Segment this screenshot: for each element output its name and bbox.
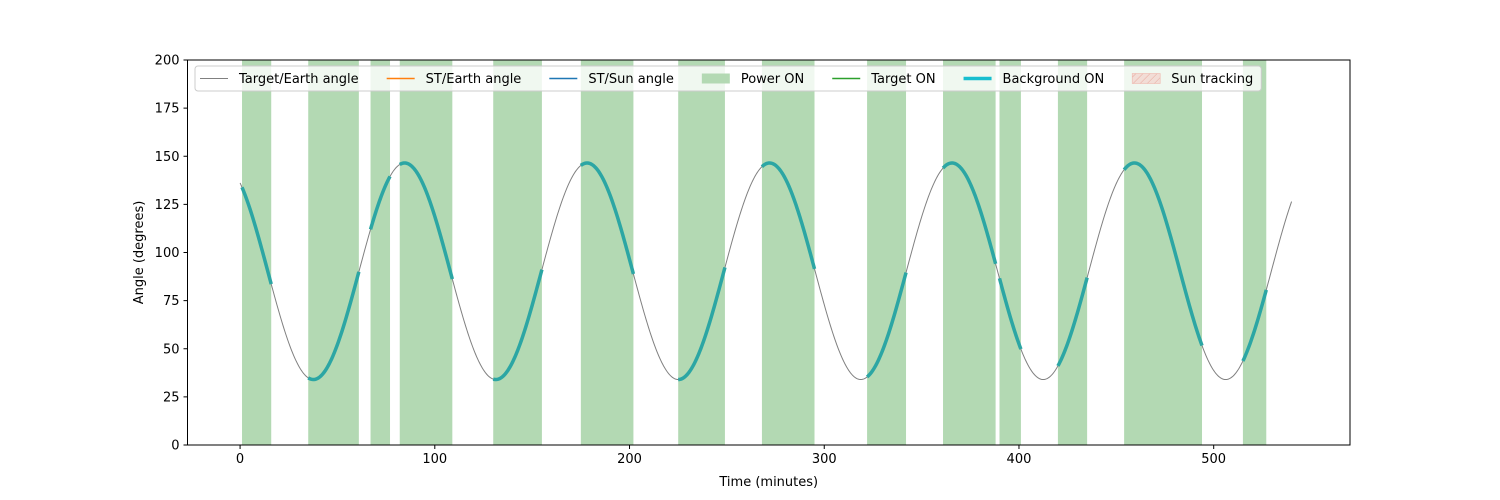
series-layer — [239, 161, 1293, 382]
background-on-segment-6 — [678, 267, 727, 382]
power-on-band-9 — [943, 60, 996, 445]
legend-swatch-power-on — [701, 73, 730, 84]
y-tick-label-150: 150 — [155, 150, 180, 165]
legend-label-power-on: Power ON — [741, 72, 804, 87]
y-tick-label-75: 75 — [163, 294, 180, 309]
power-on-band-13 — [1242, 60, 1267, 445]
power-on-band-6 — [678, 60, 725, 445]
x-tick-label-100: 100 — [422, 452, 447, 467]
background-on-segment-1 — [307, 271, 361, 382]
legend-label-target-on: Target ON — [870, 72, 935, 87]
power-on-band-8 — [867, 60, 907, 445]
power-on-band-12 — [1124, 60, 1203, 445]
power-on-band-0 — [242, 60, 272, 445]
background-on-segment-8 — [865, 272, 908, 379]
y-tick-label-25: 25 — [163, 390, 180, 405]
background-on-segment-2 — [368, 175, 392, 230]
background-on-segment-10 — [997, 277, 1023, 350]
background-on-segment-5 — [579, 161, 636, 275]
legend: Target/Earth angle ST/Earth angle ST/Sun a… — [194, 65, 1262, 92]
background-on-segment-0 — [240, 186, 273, 285]
legend-label-sun-tracking: Sun tracking — [1171, 72, 1253, 87]
power-on-band-11 — [1057, 60, 1088, 445]
background-on-segment-9 — [941, 161, 998, 265]
x-tick-label-300: 300 — [812, 452, 837, 467]
legend-label-st-earth-angle: ST/Earth angle — [426, 72, 522, 87]
x-axis-label: Time (minutes) — [718, 475, 818, 490]
background-on-segment-11 — [1056, 277, 1089, 367]
power-on-band-2 — [370, 60, 391, 445]
y-tick-label-125: 125 — [155, 198, 180, 213]
background-on-segment-13 — [1241, 289, 1268, 362]
y-tick-label-175: 175 — [155, 102, 180, 117]
x-tick-label-200: 200 — [617, 452, 642, 467]
legend-label-background-on: Background ON — [1003, 72, 1105, 87]
power-on-band-1 — [308, 60, 359, 445]
power-on-bands — [242, 60, 1267, 445]
y-axis-label: Angle (degrees) — [132, 201, 147, 305]
x-tick-label-400: 400 — [1007, 452, 1032, 467]
y-tick-label-0: 0 — [171, 439, 179, 454]
y-tick-label-100: 100 — [155, 246, 180, 261]
legend-swatch-sun-tracking — [1131, 73, 1161, 84]
power-on-band-7 — [761, 60, 815, 445]
x-tick-label-500: 500 — [1201, 452, 1226, 467]
y-tick-label-200: 200 — [155, 54, 180, 69]
ticks-layer: 0 100 200 300 400 500 0 25 50 75 100 125 150 175 200 — [155, 54, 1226, 468]
power-on-band-10 — [999, 60, 1021, 445]
background-on-segment-3 — [398, 161, 455, 280]
x-tick-label-0: 0 — [236, 452, 244, 467]
background-on-segment-7 — [760, 161, 817, 270]
power-on-band-4 — [493, 60, 542, 445]
power-on-band-5 — [580, 60, 634, 445]
background-on-segment-12 — [1122, 161, 1204, 347]
y-tick-label-50: 50 — [163, 342, 180, 357]
legend-label-st-sun-angle: ST/Sun angle — [588, 72, 674, 87]
legend-label-target-earth-angle: Target/Earth angle — [238, 72, 359, 87]
background-on-segment-4 — [492, 269, 544, 382]
